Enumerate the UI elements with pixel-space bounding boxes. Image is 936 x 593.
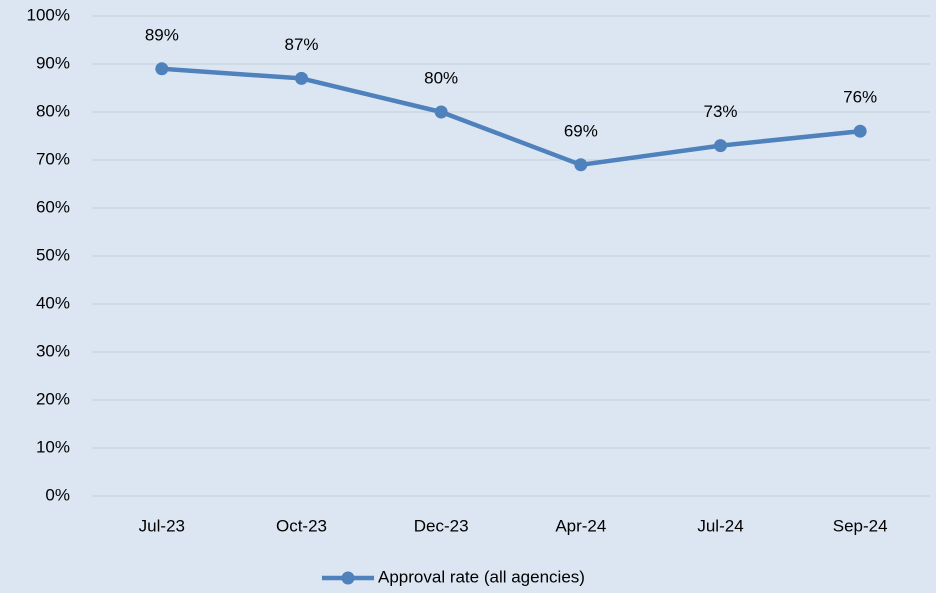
data-label: 87% [284,35,318,54]
data-label: 69% [564,121,598,140]
y-tick-label: 40% [36,293,70,312]
y-tick-label: 70% [36,149,70,168]
y-tick-label: 80% [36,101,70,120]
y-tick-label: 50% [36,245,70,264]
y-tick-label: 90% [36,53,70,72]
data-line [161,66,861,168]
data-point [714,139,727,153]
data-label: 89% [145,25,179,44]
y-tick-label: 30% [36,341,70,360]
data-point [434,105,448,119]
x-tick-label: Jul-23 [139,516,185,535]
x-tick-label: Jul-24 [697,516,743,535]
data-point [295,71,308,85]
data-point [853,124,867,138]
data-point [574,158,588,172]
y-tick-label: 100% [27,5,70,24]
data-point [155,62,169,76]
x-tick-label: Dec-23 [414,516,469,535]
legend-marker [341,571,355,585]
y-tick-label: 0% [45,485,70,504]
y-tick-label: 60% [36,197,70,216]
x-tick-label: Apr-24 [555,516,606,535]
y-tick-label: 20% [36,389,70,408]
x-tick-label: Sep-24 [833,516,888,535]
y-tick-label: 10% [36,437,70,456]
legend-label: Approval rate (all agencies) [378,567,585,586]
data-label: 76% [843,88,877,107]
data-label: 80% [424,68,458,87]
x-tick-label: Oct-23 [276,516,327,535]
data-label: 73% [703,102,737,121]
